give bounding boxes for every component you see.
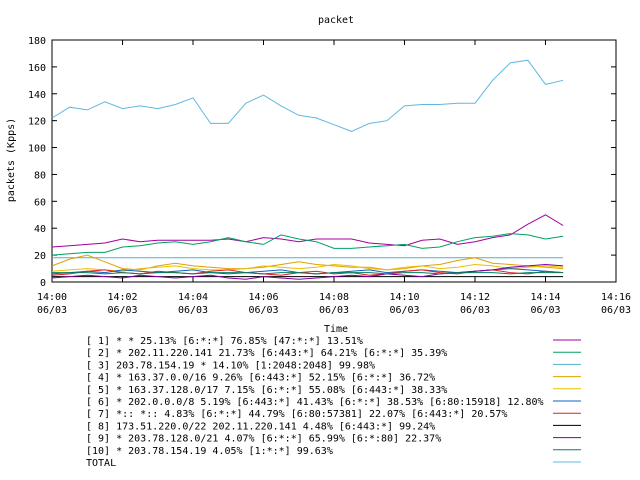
series-line-5 [51, 263, 564, 272]
legend-label-10: [10] * 203.78.154.19 4.05% [1:*:*] 99.63… [86, 446, 333, 457]
y-tick-label-6: 120 [28, 117, 46, 128]
x-tick-time-7: 14:14 [530, 292, 560, 303]
y-axis-label: packets (Kpps) [6, 118, 17, 202]
y-ticks: 0 20 40 60 80 100 120 140 160 180 [28, 36, 616, 289]
series-line-2 [51, 233, 564, 256]
legend-label-4: [ 4] * 163.37.0.0/16 9.26% [6:443:*] 52.… [86, 373, 435, 384]
x-tick-time-8: 14:16 [601, 292, 631, 303]
legend-label-2: [ 2] * 202.11.220.141 21.73% [6:443:*] 6… [86, 348, 447, 359]
x-tick-date-1: 06/03 [107, 305, 137, 316]
series-line-1 [51, 214, 564, 248]
x-tick-time-0: 14:00 [37, 292, 67, 303]
legend-label-6: [ 6] * 202.0.0.0/8 5.19% [6:443:*] 41.43… [86, 397, 544, 408]
x-tick-time-6: 14:12 [460, 292, 490, 303]
y-tick-label-0: 0 [40, 278, 46, 289]
y-tick-label-2: 40 [34, 224, 46, 235]
y-tick-label-4: 80 [34, 170, 46, 181]
legend-label-5: [ 5] * 163.37.128.0/17 7.15% [6:*:*] 55.… [86, 385, 447, 396]
chart-title: packet [318, 15, 354, 26]
series-line-10 [52, 272, 564, 275]
series-line-9 [51, 263, 564, 280]
series-line-11 [51, 59, 564, 132]
x-tick-date-0: 06/03 [37, 305, 67, 316]
x-tick-date-5: 06/03 [389, 305, 419, 316]
x-tick-date-4: 06/03 [319, 305, 349, 316]
legend-label-9: [ 9] * 203.78.128.0/21 4.07% [6:*:*] 65.… [86, 434, 441, 445]
legend: [ 1] * * 25.13% [6:*:*] 76.85% [47:*:*] … [86, 336, 581, 469]
x-tick-time-2: 14:04 [178, 292, 208, 303]
x-tick-date-6: 06/03 [460, 305, 490, 316]
y-tick-label-3: 60 [34, 197, 46, 208]
series-lines [51, 59, 564, 280]
legend-label-7: [ 7] *:: *:: 4.83% [6:*:*] 44.79% [6:80:… [86, 409, 507, 420]
legend-label-11: TOTAL [86, 458, 116, 469]
legend-label-8: [ 8] 173.51.220.0/22 202.11.220.141 4.48… [86, 421, 435, 432]
y-tick-label-1: 20 [34, 251, 46, 262]
y-tick-label-5: 100 [28, 144, 46, 155]
y-tick-label-7: 140 [28, 90, 46, 101]
y-tick-label-8: 160 [28, 63, 46, 74]
legend-label-1: [ 1] * * 25.13% [6:*:*] 76.85% [47:*:*] … [86, 336, 363, 347]
x-tick-date-2: 06/03 [178, 305, 208, 316]
x-tick-time-3: 14:06 [248, 292, 278, 303]
x-tick-date-7: 06/03 [530, 305, 560, 316]
x-tick-date-8: 06/03 [601, 305, 631, 316]
x-ticks: 14:00 06/03 14:02 06/03 14:04 06/03 14:06 06/03… [37, 40, 631, 316]
x-tick-time-5: 14:10 [389, 292, 419, 303]
x-tick-time-4: 14:08 [319, 292, 349, 303]
legend-label-3: [ 3] 203.78.154.19 * 14.10% [1:2048:2048… [86, 360, 375, 371]
series-line-4 [51, 254, 564, 271]
y-tick-label-9: 180 [28, 36, 46, 47]
x-tick-time-1: 14:02 [107, 292, 137, 303]
x-tick-date-3: 06/03 [248, 305, 278, 316]
x-axis-label: Time [324, 324, 348, 335]
